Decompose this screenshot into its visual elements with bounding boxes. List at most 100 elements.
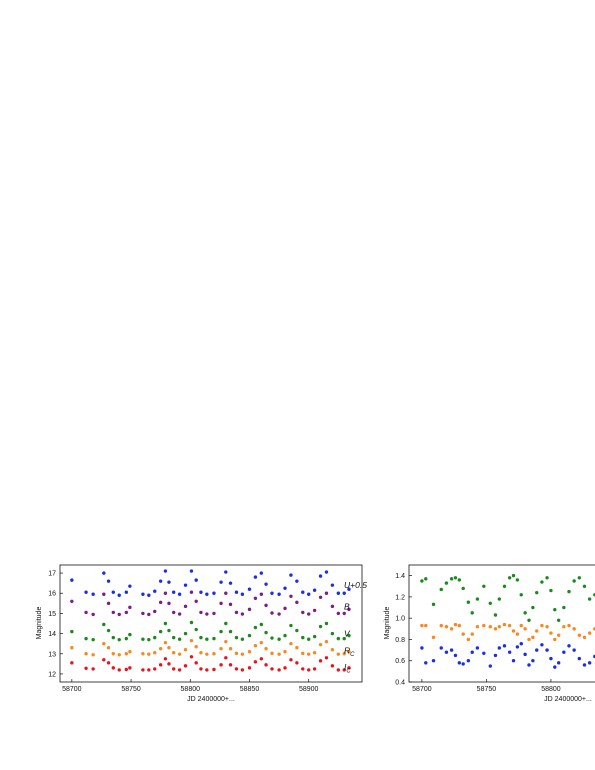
data-point [453,622,458,627]
data-point [515,645,520,649]
data-point [153,635,157,640]
data-point [212,611,216,616]
data-point [527,637,531,642]
data-point [515,632,520,636]
data-point [277,652,281,656]
data-point [295,661,299,665]
band-label: V [344,629,351,639]
data-point [562,605,566,610]
data-point [439,587,443,592]
left-chart-panel: 58700 58750 58800 58850 58900 12 13 14 15 16 17 IC… [36,564,367,703]
data-point [324,639,329,644]
data-point [461,662,465,666]
data-point [163,640,168,645]
x-tick-label: 58700 [62,686,82,693]
data-point [183,604,188,609]
data-point [253,643,258,648]
data-point [582,635,587,640]
data-point [535,629,539,633]
data-point [470,632,474,636]
data-point [124,652,129,656]
x-tick-label: 58900 [299,686,319,693]
data-point [219,580,223,584]
data-point [199,651,203,655]
data-point [342,668,346,672]
data-point [124,667,129,672]
y-tick-label: 13 [48,651,56,658]
series-4 [70,569,351,597]
data-point [234,590,239,594]
data-point [562,624,566,629]
data-point [199,610,203,615]
data-point [247,650,252,654]
data-point [183,583,188,587]
data-point [212,591,216,595]
data-point [224,570,228,574]
right-axes: 587005875058800588500.40.60.81.01.21.4 [395,573,561,693]
y-tick-label: 1.4 [395,573,405,580]
data-point [307,652,311,656]
data-point [502,584,507,588]
data-point [562,650,566,654]
data-point [158,579,163,583]
y-tick-label: 0.8 [395,637,405,644]
data-point [141,592,145,596]
data-point [106,661,111,665]
data-point [177,652,182,656]
data-point [183,648,188,652]
data-point [523,611,527,615]
data-point [141,652,145,656]
data-point [336,591,341,595]
data-point [318,595,323,599]
data-point [527,618,531,623]
data-point [219,647,223,651]
data-point [587,597,592,601]
data-point [475,624,480,629]
data-point [205,652,209,656]
data-point [224,591,228,595]
data-point [219,663,223,667]
data-point [70,599,74,604]
data-point [519,642,523,646]
data-point [283,666,287,670]
x-tick-label: 58750 [477,686,497,693]
left-plot-frame [59,564,363,683]
data-point [511,629,516,633]
data-point [106,579,111,583]
data-point [102,571,106,575]
y-tick-label: 16 [48,591,56,598]
data-point [318,574,323,578]
data-point [158,600,163,605]
data-point [545,648,549,652]
data-point [219,629,223,634]
data-point [444,624,449,629]
data-point [205,592,209,596]
data-point [567,644,571,648]
data-point [523,627,527,631]
data-point [545,576,549,580]
data-point [264,603,268,608]
data-point [171,651,176,655]
data-point [301,651,305,656]
data-point [111,666,115,670]
data-point [493,627,498,631]
data-point [283,586,287,590]
data-point [189,569,194,573]
data-point [582,584,587,588]
data-point [264,582,268,586]
data-point [270,636,274,640]
data-point [205,612,209,616]
data-point [567,589,571,594]
data-point [117,612,121,617]
data-point [264,647,268,651]
data-point [431,659,436,663]
data-point [553,665,557,669]
data-point [307,592,311,596]
data-point [167,662,171,666]
data-point [502,622,507,627]
data-point [431,635,436,640]
y-tick-label: 15 [48,611,56,618]
data-point [482,584,486,588]
data-point [507,576,512,580]
data-point [535,648,539,652]
